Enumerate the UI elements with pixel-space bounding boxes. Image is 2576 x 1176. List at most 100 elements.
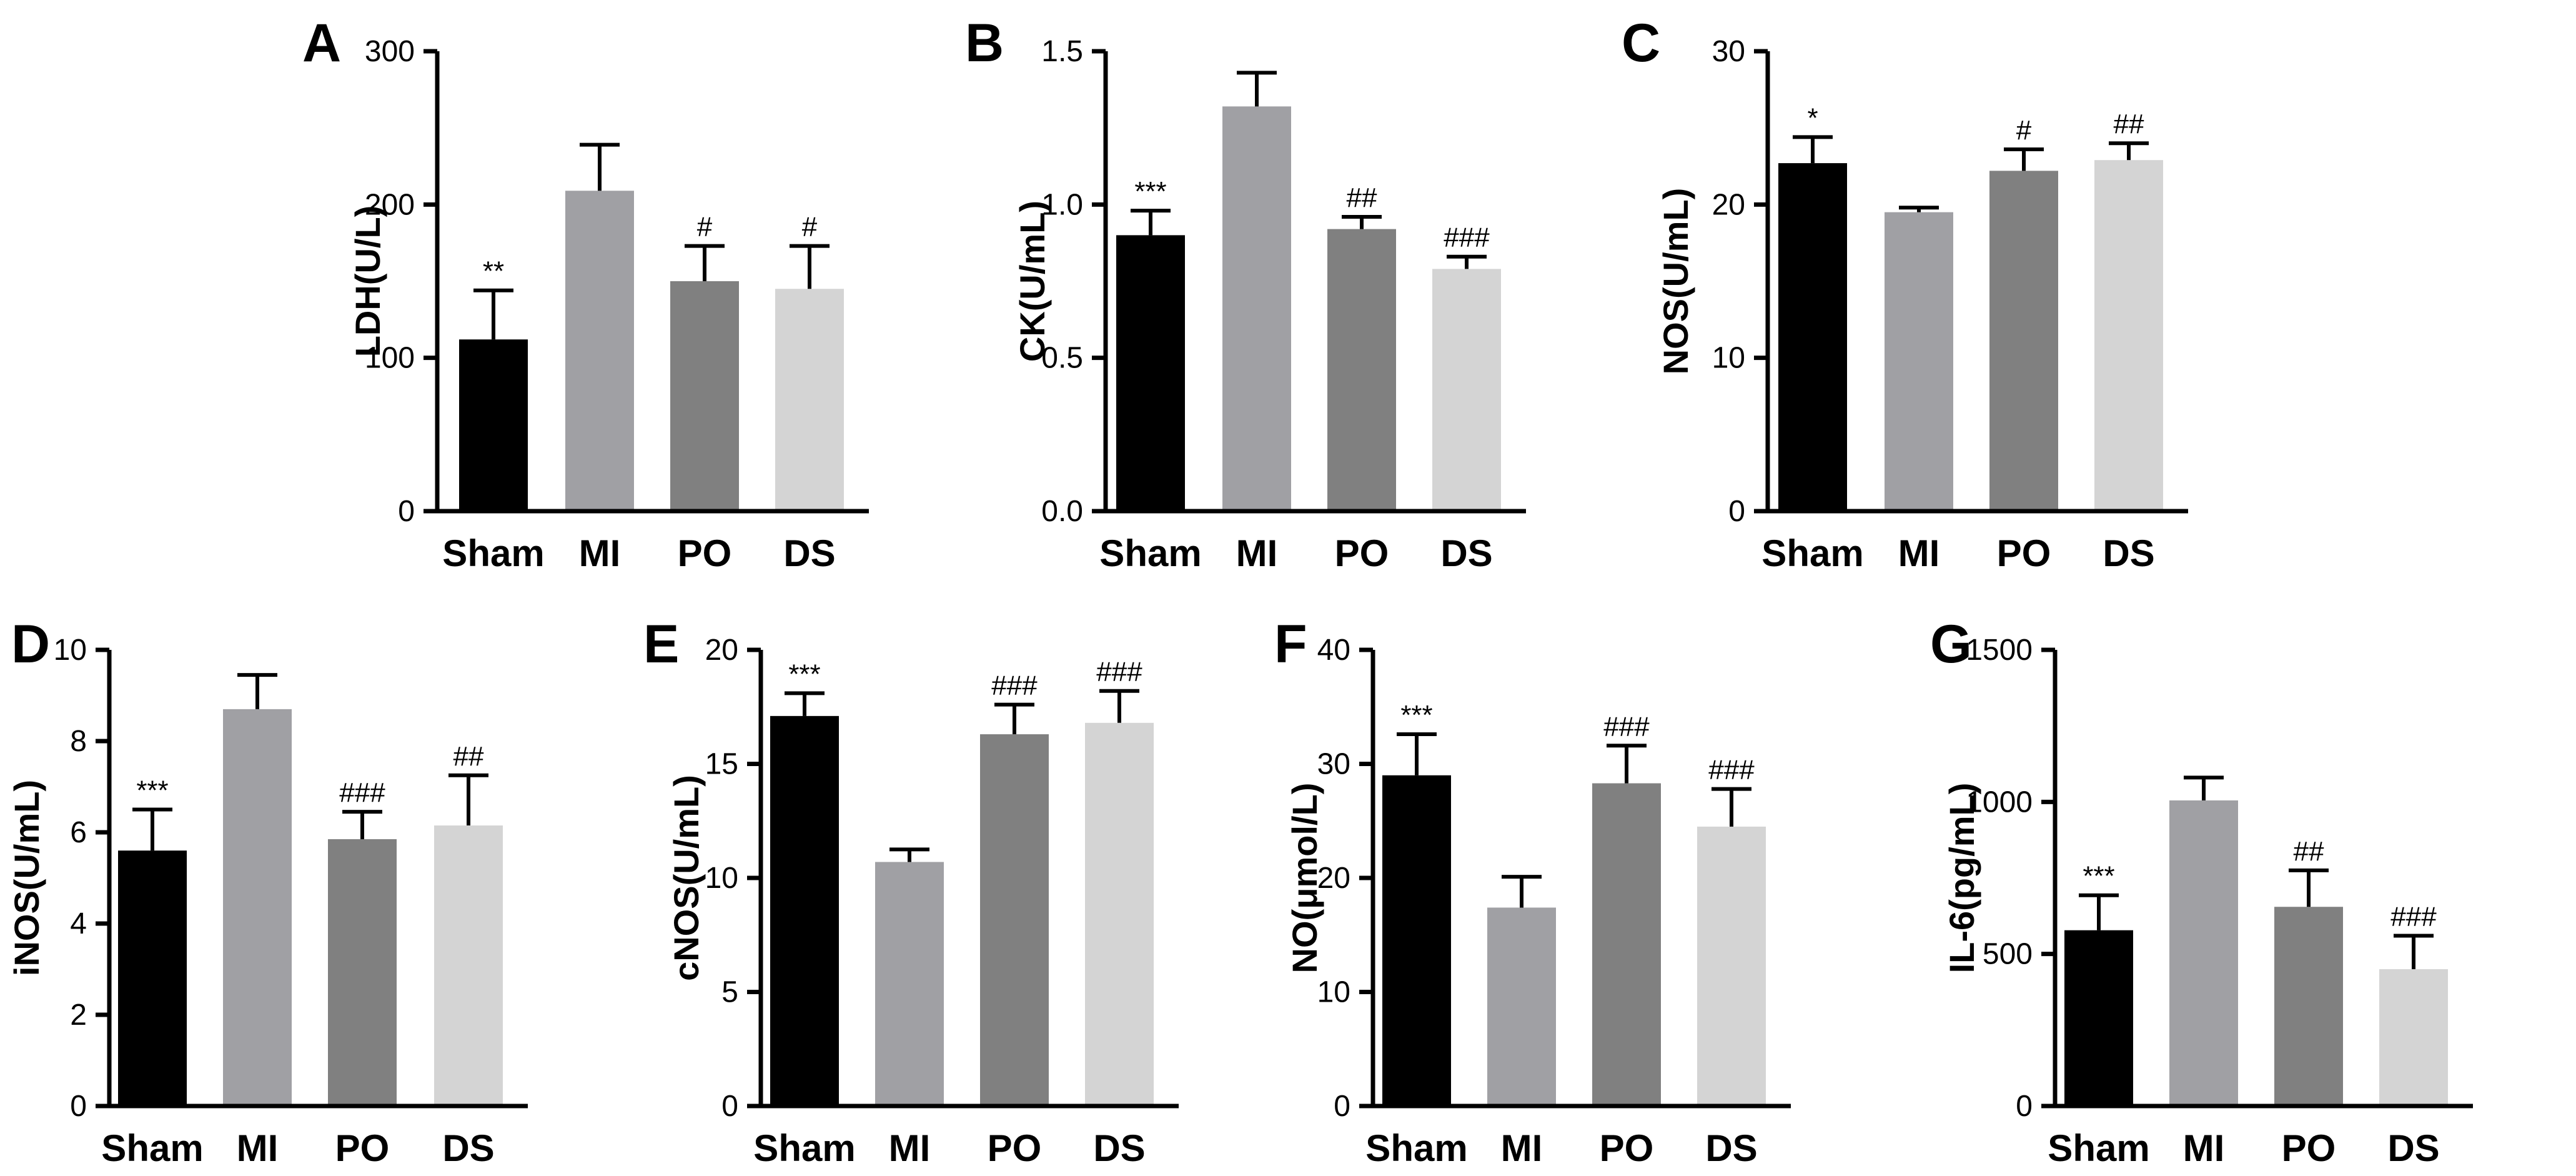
chart-panel-b: B CK(U/mL) *** Sham MI ## PO ### DS 0.0 0.5 1.0 1.5 — [965, 13, 1526, 574]
bar-ds — [2379, 969, 2448, 1106]
category-label: MI — [579, 532, 621, 574]
bar-sham — [459, 339, 528, 511]
bar-sham — [118, 850, 187, 1106]
y-tick-label: 40 — [1317, 634, 1350, 667]
chart-panel-g: G IL-6(pg/mL) *** Sham MI ## PO ### DS 0 500 1000 15… — [1930, 614, 2473, 1169]
category-label: MI — [889, 1127, 931, 1169]
category-label: DS — [1705, 1127, 1757, 1169]
significance-label: *** — [788, 659, 820, 689]
y-axis-title: cNOS(U/mL) — [666, 775, 706, 981]
significance-label: ### — [339, 777, 385, 808]
category-label: MI — [2183, 1127, 2225, 1169]
significance-label: ## — [453, 741, 484, 772]
y-tick-label: 10 — [705, 862, 738, 895]
category-label: MI — [1898, 532, 1940, 574]
bar-sham — [1778, 163, 1847, 511]
y-tick-label: 0 — [1728, 495, 1745, 528]
y-axis-title: NO(μmol/L) — [1285, 783, 1324, 974]
category-label: PO — [1335, 532, 1389, 574]
y-axis-title: iNOS(U/mL) — [7, 780, 46, 976]
significance-label: # — [697, 212, 713, 242]
category-label: PO — [335, 1127, 390, 1169]
y-axis-title: IL-6(pg/mL) — [1942, 783, 1981, 974]
y-axis-title: CK(U/mL) — [1013, 201, 1052, 362]
significance-label: # — [802, 212, 818, 242]
y-tick-label: 1.0 — [1041, 188, 1083, 221]
significance-label: ### — [2390, 901, 2437, 932]
significance-label: ### — [991, 670, 1038, 701]
y-tick-label: 15 — [705, 748, 738, 781]
y-tick-label: 0 — [721, 1090, 738, 1123]
bar-mi — [1222, 106, 1291, 511]
bar-po — [670, 281, 739, 511]
category-label: DS — [1440, 532, 1492, 574]
panel-letter: B — [965, 13, 1004, 73]
panel-letter: F — [1274, 614, 1307, 674]
y-tick-label: 500 — [1983, 938, 2033, 971]
y-tick-label: 0.0 — [1041, 495, 1083, 528]
y-tick-label: 20 — [1317, 862, 1350, 895]
bar-po — [1989, 171, 2058, 511]
bar-ds — [2094, 160, 2163, 512]
y-tick-label: 20 — [1712, 188, 1745, 221]
bar-mi — [565, 191, 634, 512]
y-tick-label: 1500 — [1966, 634, 2033, 667]
significance-label: *** — [1134, 176, 1166, 207]
bar-sham — [1382, 775, 1451, 1106]
bar-po — [328, 839, 397, 1106]
chart-panel-a: A LDH(U/L) ** Sham MI # PO # DS 0 100 200 300 — [302, 13, 869, 574]
category-label: PO — [1997, 532, 2051, 574]
chart-panel-f: F NO(μmol/L) *** Sham MI ### PO ### DS 0 10 20 30 40 — [1274, 614, 1791, 1169]
y-tick-label: 30 — [1317, 748, 1350, 781]
category-label: DS — [783, 532, 835, 574]
y-tick-label: 10 — [54, 634, 87, 667]
y-tick-label: 0.5 — [1041, 342, 1083, 375]
category-label: Sham — [1365, 1127, 1467, 1169]
y-tick-label: 300 — [365, 35, 415, 68]
category-label: PO — [988, 1127, 1042, 1169]
y-tick-label: 30 — [1712, 35, 1745, 68]
y-tick-label: 0 — [1334, 1090, 1350, 1123]
panel-letter: C — [1622, 13, 1660, 73]
category-label: PO — [2282, 1127, 2336, 1169]
y-tick-label: 1.5 — [1041, 35, 1083, 68]
bar-mi — [1487, 907, 1556, 1106]
significance-label: *** — [2083, 861, 2114, 892]
significance-label: ## — [1347, 182, 1377, 213]
bar-po — [2274, 907, 2343, 1106]
y-tick-label: 4 — [70, 907, 87, 940]
category-label: Sham — [2048, 1127, 2149, 1169]
category-label: DS — [1093, 1127, 1145, 1169]
y-tick-label: 10 — [1712, 342, 1745, 375]
significance-label: * — [1807, 102, 1818, 133]
significance-label: ** — [483, 256, 504, 287]
y-tick-label: 6 — [70, 816, 87, 849]
category-label: Sham — [101, 1127, 203, 1169]
y-tick-label: 200 — [365, 188, 415, 221]
y-tick-label: 2 — [70, 999, 87, 1032]
bar-mi — [875, 862, 944, 1106]
bar-po — [1592, 783, 1661, 1106]
y-tick-label: 5 — [721, 976, 738, 1009]
significance-label: # — [2016, 115, 2032, 146]
panel-letter: A — [302, 13, 341, 73]
bar-sham — [770, 715, 839, 1106]
chart-panel-c: C NOS(U/mL) * Sham MI # PO ## DS 0 10 20 30 — [1622, 13, 2188, 574]
panel-letter: D — [11, 614, 50, 674]
bar-ds — [1085, 722, 1154, 1106]
bar-ds — [775, 289, 844, 511]
panel-letter: G — [1930, 614, 1972, 674]
bar-mi — [1885, 212, 1953, 511]
y-tick-label: 0 — [70, 1090, 87, 1123]
bar-sham — [2064, 930, 2133, 1106]
significance-label: ### — [1096, 657, 1142, 687]
significance-label: ## — [2294, 836, 2324, 867]
category-label: Sham — [1761, 532, 1863, 574]
y-axis-title: LDH(U/L) — [348, 206, 387, 357]
category-label: DS — [2103, 532, 2154, 574]
category-label: Sham — [1099, 532, 1201, 574]
category-label: DS — [442, 1127, 494, 1169]
